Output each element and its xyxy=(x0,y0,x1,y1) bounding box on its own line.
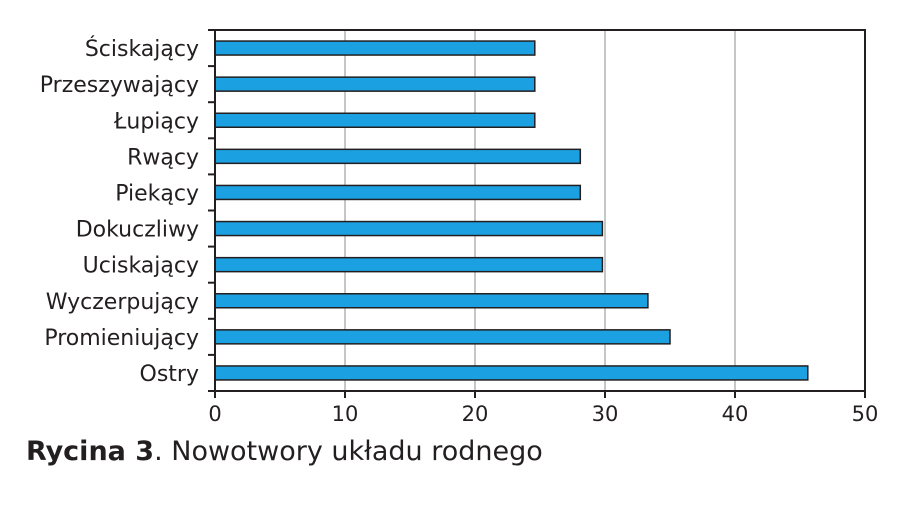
bar xyxy=(214,220,604,237)
bar xyxy=(214,329,671,345)
category-label: Dokuczliwy xyxy=(76,218,199,243)
bar xyxy=(214,112,536,128)
caption-figure-number: Rycina 3 xyxy=(26,436,155,467)
x-tick-label: 50 xyxy=(852,402,879,426)
category-label: Promieniujący xyxy=(44,326,199,351)
category-label: Ostry xyxy=(140,362,199,387)
category-label: Ściskający xyxy=(85,36,199,62)
axis-ticks xyxy=(208,29,866,398)
bar xyxy=(214,365,809,381)
category-label: Piekący xyxy=(115,181,199,206)
figure-caption: Rycina 3. Nowotwory układu rodnego xyxy=(26,436,543,467)
category-label: Przeszywający xyxy=(40,73,199,98)
bar xyxy=(214,76,536,92)
bar xyxy=(214,40,536,56)
x-tick-labels: 0 10 20 30 40 50 xyxy=(208,402,878,426)
bar xyxy=(214,293,649,309)
category-labels: Ściskający Przeszywający Łupiący Rwący Pieką… xyxy=(40,36,199,387)
bar xyxy=(214,256,604,273)
category-label: Łupiący xyxy=(113,109,199,134)
category-label: Uciskający xyxy=(83,254,199,279)
x-tick-label: 30 xyxy=(592,402,619,426)
x-tick-label: 10 xyxy=(332,402,359,426)
category-label: Rwący xyxy=(127,145,199,170)
bars xyxy=(214,40,809,381)
x-tick-label: 0 xyxy=(208,402,221,426)
x-tick-label: 20 xyxy=(462,402,489,426)
x-tick-label: 40 xyxy=(722,402,749,426)
category-label: Wyczerpujący xyxy=(46,290,199,315)
bar xyxy=(214,184,582,201)
bar xyxy=(214,148,582,165)
caption-title: . Nowotwory układu rodnego xyxy=(154,436,543,467)
